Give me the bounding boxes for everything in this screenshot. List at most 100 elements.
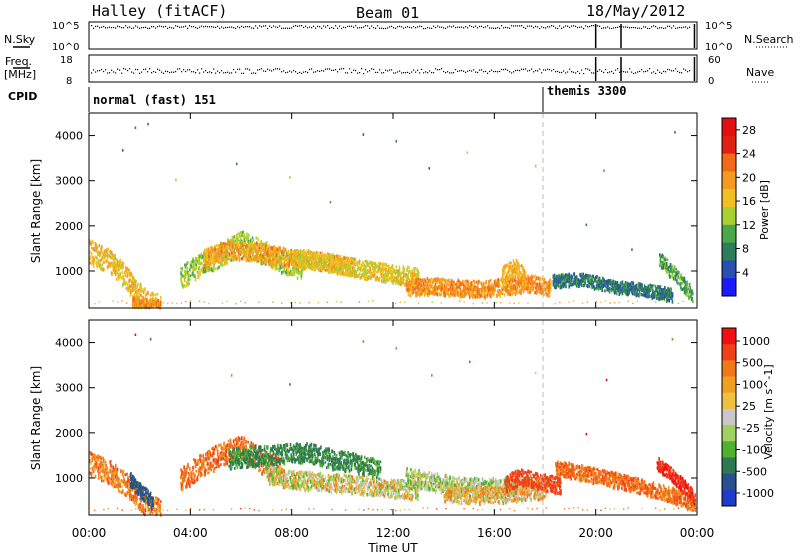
echo-cell	[190, 264, 193, 269]
nsky-point	[365, 25, 367, 27]
nsky-point	[99, 27, 101, 29]
echo-cell	[251, 236, 254, 240]
echo-cell	[242, 258, 245, 261]
nsky-point	[597, 25, 599, 27]
echo-cell	[389, 269, 391, 273]
echo-cell	[415, 278, 418, 282]
echo-cell	[227, 255, 230, 259]
echo-cell	[218, 255, 221, 259]
freq-point	[139, 72, 141, 74]
echo-cell	[689, 285, 691, 290]
echo-cell	[299, 263, 302, 267]
cpid-label: CPID	[8, 90, 37, 103]
ground-cell	[258, 301, 260, 304]
echo-cell	[241, 234, 243, 238]
freq-point	[141, 71, 143, 73]
echo-cell	[332, 258, 334, 262]
nsky-point	[223, 27, 225, 29]
echo-cell	[505, 265, 507, 270]
nsky-point	[205, 25, 207, 28]
echo-cell	[424, 289, 427, 294]
echo-cell	[109, 255, 112, 259]
ground-cell	[554, 302, 557, 305]
echo-cell	[294, 249, 297, 253]
echo-cell	[501, 270, 504, 275]
nsky-point	[419, 25, 421, 27]
echo-cell	[635, 293, 638, 298]
echo-cell	[343, 272, 346, 276]
echo-cell	[360, 275, 363, 280]
echo-cell	[228, 245, 231, 250]
echo-cell	[444, 279, 447, 284]
nsky-point	[251, 27, 253, 29]
ground-cell	[586, 301, 588, 303]
echo-cell	[498, 289, 501, 293]
echo-cell	[671, 265, 673, 270]
echo-cell	[145, 292, 147, 296]
echo-cell	[132, 277, 134, 282]
nsky-point	[649, 27, 651, 30]
echo-cell	[235, 248, 238, 252]
echo-point	[235, 162, 238, 166]
nsky-point	[173, 27, 175, 29]
nsky-point	[437, 25, 439, 27]
nsky-point	[355, 25, 357, 27]
echo-cell	[537, 287, 539, 290]
nsky-point	[287, 27, 289, 29]
echo-cell	[511, 273, 514, 277]
echo-cell	[475, 292, 478, 297]
nsky-point	[201, 25, 203, 27]
nsky-point	[433, 25, 435, 27]
nsky-point	[265, 25, 267, 27]
echo-cell	[616, 281, 619, 286]
echo-cell	[438, 292, 441, 297]
echo-cell	[393, 270, 396, 274]
echo-cell	[666, 258, 669, 262]
echo-cell	[246, 232, 248, 237]
echo-cell	[512, 284, 514, 288]
nsky-point	[319, 26, 321, 28]
echo-cell	[229, 243, 232, 247]
echo-cell	[296, 258, 298, 262]
freq-point	[559, 71, 561, 73]
echo-cell	[242, 242, 245, 245]
echo-cell	[691, 299, 694, 303]
echo-cell	[283, 268, 286, 273]
echo-cell	[220, 258, 223, 263]
echo-cell	[255, 257, 258, 262]
echo-cell	[527, 283, 530, 288]
echo-cell	[515, 264, 518, 268]
echo-cell	[308, 265, 310, 270]
echo-cell	[463, 290, 466, 294]
echo-cell	[681, 282, 684, 285]
nsky-point	[283, 27, 285, 29]
echo-cell	[641, 285, 643, 289]
echo-cell	[659, 264, 661, 268]
nsky-point	[661, 27, 663, 29]
freq-point	[277, 68, 279, 70]
echo-cell	[298, 271, 300, 275]
echo-cell	[382, 276, 384, 279]
echo-cell	[253, 257, 256, 262]
nsky-point	[387, 27, 389, 29]
echo-cell	[353, 267, 356, 270]
echo-cell	[479, 293, 482, 299]
freq-point	[383, 72, 385, 74]
freq-point	[405, 72, 407, 74]
ground-cell	[372, 300, 374, 302]
echo-cell	[570, 282, 573, 287]
echo-cell	[271, 246, 273, 251]
echo-cell	[287, 260, 290, 264]
echo-cell	[250, 247, 253, 252]
echo-cell	[184, 263, 186, 267]
echo-cell	[429, 279, 432, 284]
echo-cell	[436, 287, 439, 291]
echo-cell	[580, 281, 583, 286]
freq-point	[311, 68, 313, 70]
nsky-point	[415, 27, 417, 29]
echo-cell	[538, 276, 540, 281]
echo-cell	[523, 268, 526, 273]
freq-point	[367, 71, 369, 73]
freq-point	[431, 71, 433, 74]
echo-cell	[229, 248, 232, 252]
